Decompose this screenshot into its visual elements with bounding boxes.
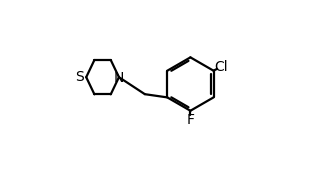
Text: F: F — [186, 113, 194, 127]
Text: Cl: Cl — [214, 60, 227, 74]
Text: N: N — [114, 71, 124, 85]
Text: S: S — [75, 70, 84, 84]
